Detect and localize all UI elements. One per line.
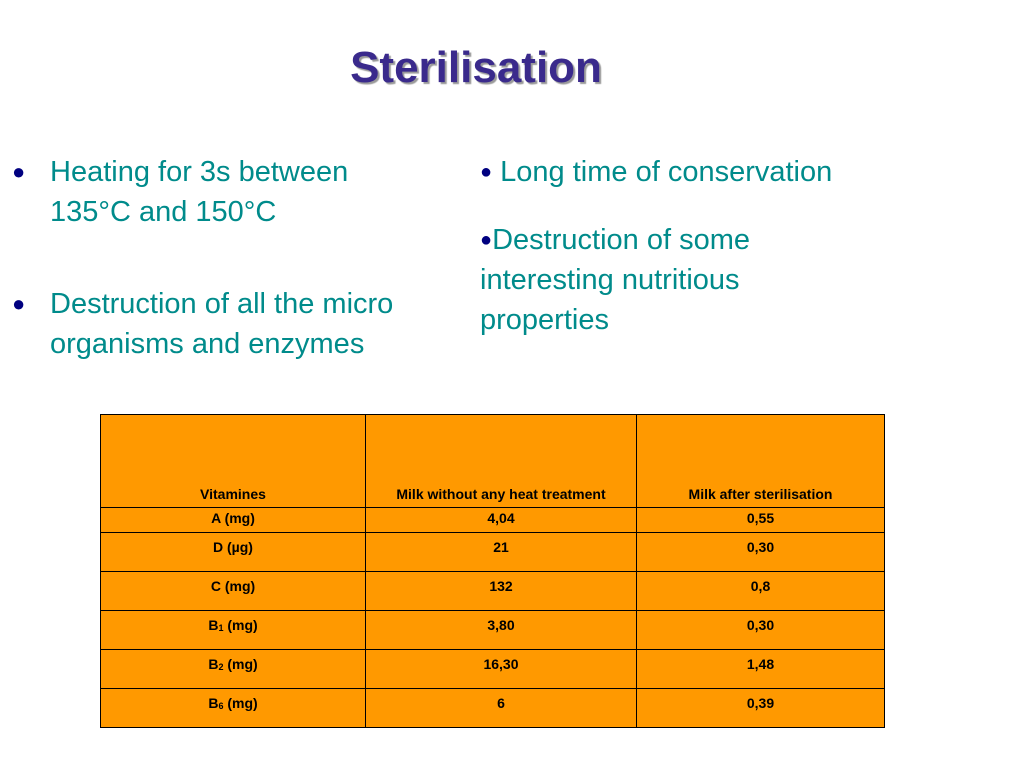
bullet-text-line: Destruction of all the micro <box>50 288 394 320</box>
right-bullet-list: ● Long time of conservation ●Destruction… <box>480 152 920 340</box>
cell-after: 0,55 <box>636 507 885 533</box>
cell-without: 3,80 <box>365 610 637 650</box>
cell-without: 21 <box>365 532 637 572</box>
vitamin-unit: (mg) <box>223 695 258 711</box>
bullet-dot-icon: ● <box>12 159 26 184</box>
table-row: B1 (mg) 3,80 0,30 <box>100 610 885 650</box>
cell-vitamin: B6 (mg) <box>100 688 366 728</box>
bullet-text-line: Destruction of some <box>492 224 750 256</box>
cell-vitamin: A (mg) <box>100 507 366 533</box>
cell-without: 132 <box>365 571 637 611</box>
cell-vitamin: C (mg) <box>100 571 366 611</box>
bullet-text-line: Long time of conservation <box>500 156 833 188</box>
cell-after: 0,39 <box>636 688 885 728</box>
bullet-conservation: ● Long time of conservation <box>480 152 920 192</box>
bullet-text-line: interesting nutritious <box>480 264 740 296</box>
bullet-text-line: Heating for 3s between <box>50 156 349 188</box>
table-row: D (µg) 21 0,30 <box>100 532 885 572</box>
cell-after: 1,48 <box>636 649 885 689</box>
vitamin-table-container: Vitamines Milk without any heat treatmen… <box>100 414 885 728</box>
header-milk-after-sterilisation: Milk after sterilisation <box>636 414 885 508</box>
vitamin-base: B <box>208 695 219 711</box>
header-vitamines: Vitamines <box>100 414 366 508</box>
table-row: C (mg) 132 0,8 <box>100 571 885 611</box>
bullet-text-line: 135°C and 150°C <box>50 196 277 228</box>
cell-after: 0,30 <box>636 610 885 650</box>
vitamin-base: B <box>208 617 219 633</box>
table-row: B6 (mg) 6 0,39 <box>100 688 885 728</box>
left-bullet-list: ● Heating for 3s between 135°C and 150°C… <box>8 152 468 364</box>
table-header-row: Vitamines Milk without any heat treatmen… <box>100 414 885 508</box>
bullet-dot-icon: ● <box>480 161 493 183</box>
vitamin-table: Vitamines Milk without any heat treatmen… <box>100 414 885 728</box>
bullet-dot-icon: ● <box>480 229 493 251</box>
cell-after: 0,8 <box>636 571 885 611</box>
vitamin-unit: (mg) <box>223 617 258 633</box>
cell-vitamin: D (µg) <box>100 532 366 572</box>
cell-without: 16,30 <box>365 649 637 689</box>
bullet-heating: ● Heating for 3s between 135°C and 150°C <box>8 152 468 232</box>
vitamin-subscript: 6 <box>218 701 224 711</box>
bullet-dot-icon: ● <box>12 291 26 316</box>
bullet-text-line: properties <box>480 304 609 336</box>
table-row: B2 (mg) 16,30 1,48 <box>100 649 885 689</box>
bullet-destruction-nutritious: ●Destruction of some interesting nutriti… <box>480 220 920 340</box>
cell-vitamin: B2 (mg) <box>100 649 366 689</box>
header-milk-without-treatment: Milk without any heat treatment <box>365 414 637 508</box>
cell-without: 6 <box>365 688 637 728</box>
slide-title: Sterilisation <box>350 43 602 92</box>
vitamin-unit: (mg) <box>223 656 258 672</box>
vitamin-subscript: 1 <box>218 623 224 633</box>
cell-without: 4,04 <box>365 507 637 533</box>
cell-after: 0,30 <box>636 532 885 572</box>
table-row: A (mg) 4,04 0,55 <box>100 507 885 533</box>
cell-vitamin: B1 (mg) <box>100 610 366 650</box>
bullet-text-line: organisms and enzymes <box>50 328 365 360</box>
vitamin-subscript: 2 <box>218 662 224 672</box>
bullet-destruction-microorganisms: ● Destruction of all the micro organisms… <box>8 284 468 364</box>
vitamin-base: B <box>208 656 219 672</box>
